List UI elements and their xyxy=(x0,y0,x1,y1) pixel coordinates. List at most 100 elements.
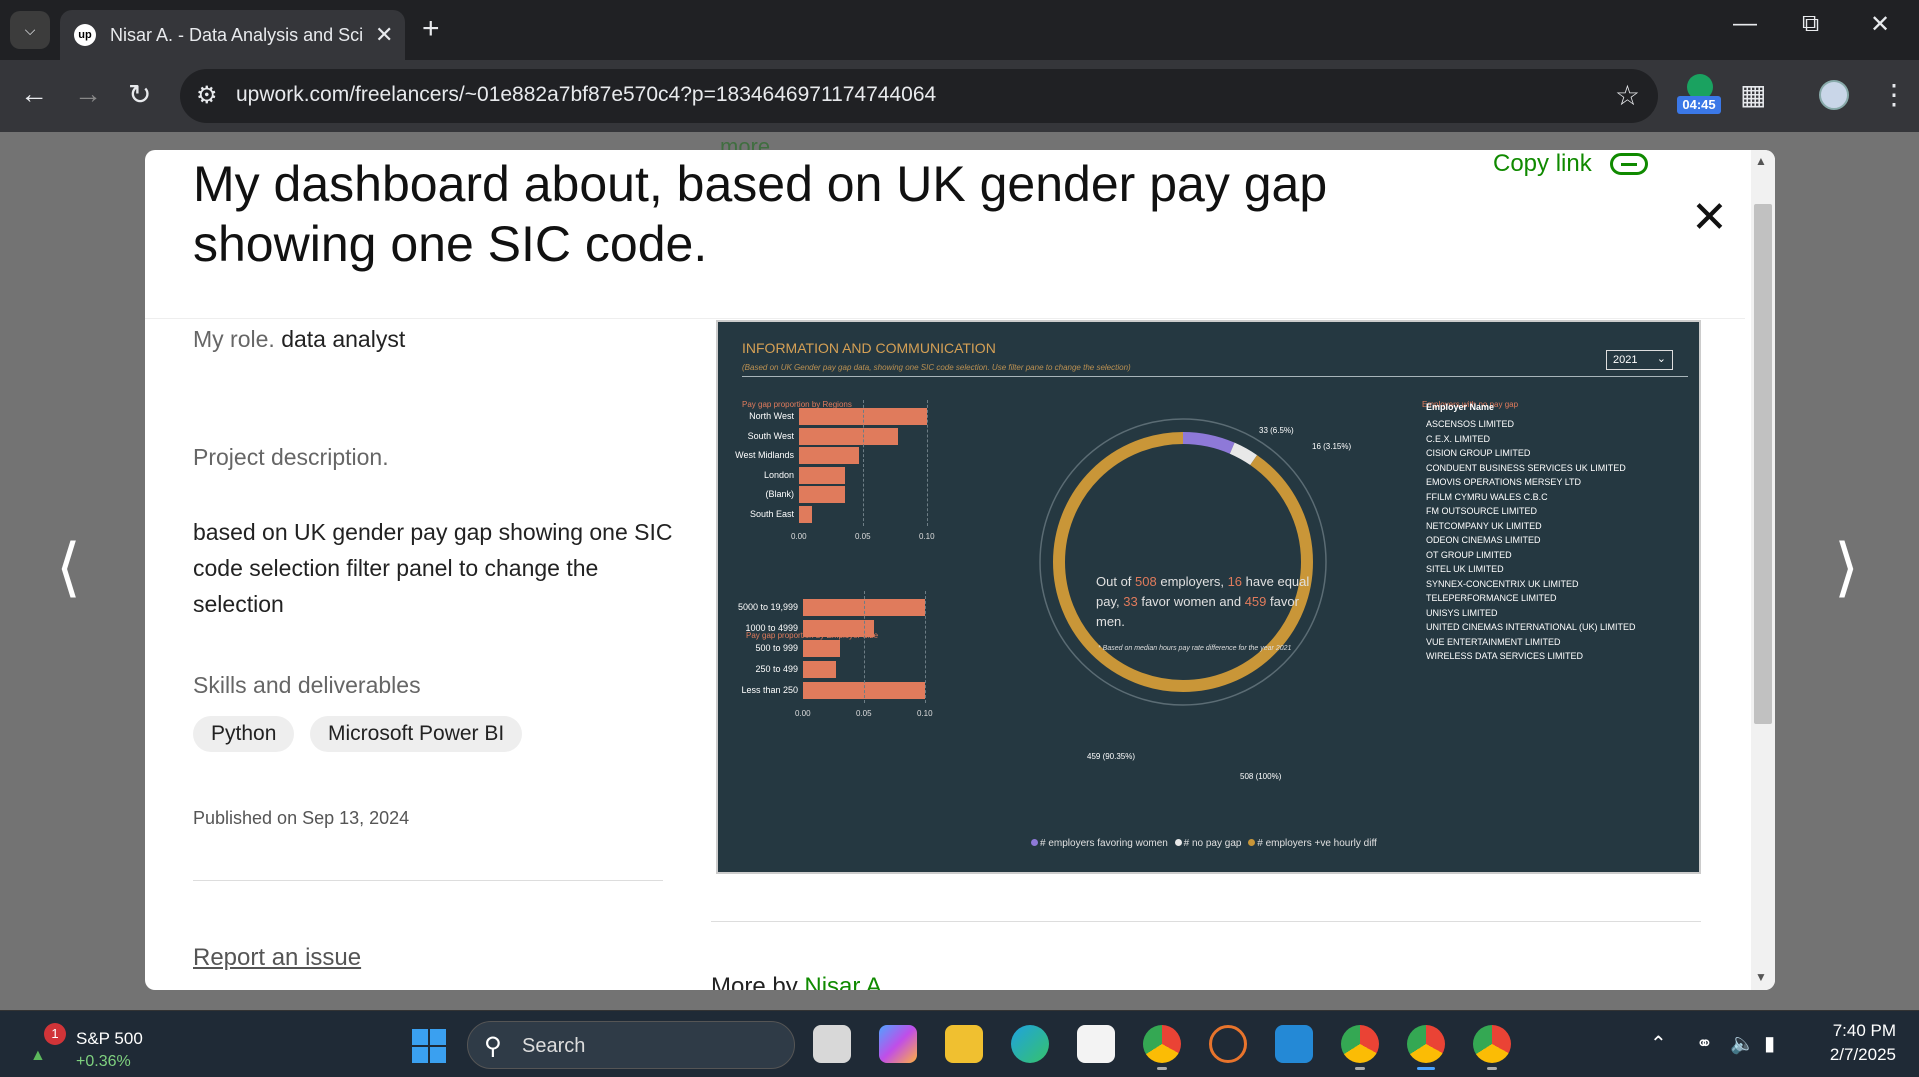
vscode-icon[interactable] xyxy=(1275,1025,1313,1063)
scroll-down-icon[interactable]: ▼ xyxy=(1755,970,1767,984)
role-line: My role. data analyst xyxy=(193,326,405,353)
running-indicator xyxy=(1355,1067,1365,1070)
extensions-puzzle-icon[interactable]: ▦ xyxy=(1740,79,1767,110)
bar-mark xyxy=(799,427,898,445)
chrome-profile-4-icon[interactable] xyxy=(1473,1025,1511,1070)
bar-mark xyxy=(799,447,859,464)
employer-list-item: ODEON CINEMAS LIMITED xyxy=(1426,535,1541,545)
start-tile xyxy=(430,1047,446,1063)
employer-list-item: EMOVIS OPERATIONS MERSEY LTD xyxy=(1426,477,1582,487)
start-windows-icon[interactable] xyxy=(412,1029,446,1063)
stock-chart-icon: ▲ xyxy=(30,1047,46,1064)
edge-browser-icon[interactable] xyxy=(1011,1025,1049,1063)
donut-footnote: * Based on median hours pay rate differe… xyxy=(1098,645,1292,652)
stock-widget[interactable]: ▲ 1 S&P 500 +0.36% xyxy=(28,1019,178,1070)
running-indicator xyxy=(1487,1067,1497,1070)
active-tab[interactable]: up Nisar A. - Data Analysis and Sci ✕ xyxy=(60,10,405,60)
chrome-profile-3-icon[interactable] xyxy=(1407,1025,1445,1070)
bar-category-label: Less than 250 xyxy=(741,684,798,695)
legend-dot xyxy=(1174,839,1182,846)
stock-change: +0.36% xyxy=(76,1053,131,1070)
jupyter-icon[interactable] xyxy=(1209,1025,1247,1063)
employer-list-item: UNISYS LIMITED xyxy=(1426,607,1498,618)
more-by-prefix: More by xyxy=(711,973,798,990)
copilot-icon[interactable] xyxy=(879,1025,917,1063)
employer-list-item: SYNNEX-CONCENTRIX UK LIMITED xyxy=(1426,578,1579,589)
battery-icon[interactable]: ▮ xyxy=(1764,1033,1776,1055)
skill-chip-python[interactable]: Python xyxy=(193,716,295,752)
tab-search-dropdown[interactable]: ⌵ xyxy=(10,11,50,49)
copy-link-button[interactable]: Copy link xyxy=(1493,150,1648,178)
show-hidden-icons-chevron-icon[interactable]: ⌃ xyxy=(1650,1033,1667,1055)
legend-dot xyxy=(1031,839,1038,846)
new-tab-button[interactable]: + xyxy=(422,12,440,45)
legend-label: # employers favoring women xyxy=(1040,838,1168,849)
employer-list-item: SITEL UK LIMITED xyxy=(1426,564,1504,574)
browser-toolbar: ← → ↻ ⚙ upwork.com/freelancers/~01e882a7… xyxy=(0,60,1919,132)
clock-time: 7:40 PM xyxy=(1832,1021,1896,1040)
region-chart-title: Pay gap proportion by Regions xyxy=(742,400,852,409)
previous-project-arrow-icon[interactable]: ⟨ xyxy=(56,531,81,603)
task-view-icon[interactable] xyxy=(813,1025,851,1063)
report-issue-link[interactable]: Report an issue xyxy=(193,944,362,971)
menu-kebab-icon[interactable]: ⋮ xyxy=(1880,79,1908,110)
wifi-icon[interactable]: ⚭ xyxy=(1696,1033,1713,1055)
bar-category-label: North West xyxy=(749,411,794,421)
volume-icon[interactable]: 🔈 xyxy=(1730,1033,1755,1055)
skills-heading: Skills and deliverables xyxy=(193,672,421,698)
next-project-arrow-icon[interactable]: ⟩ xyxy=(1834,531,1859,603)
chevron-down-icon: ⌵ xyxy=(24,21,36,38)
donut-outer-ring xyxy=(1039,418,1327,706)
forward-icon[interactable]: → xyxy=(74,78,102,109)
bookmark-star-icon[interactable]: ☆ xyxy=(1614,80,1640,111)
gridline xyxy=(927,400,928,526)
timer-extension[interactable]: 04:45 xyxy=(1677,74,1721,116)
employers-header: Employer Name xyxy=(1426,402,1495,412)
start-tile xyxy=(412,1029,428,1045)
skill-chip-power-bi[interactable]: Microsoft Power BI xyxy=(310,716,523,752)
legend-label: # no pay gap xyxy=(1183,838,1242,849)
modal-close-icon[interactable]: ✕ xyxy=(1691,193,1728,242)
tab-close-icon[interactable]: ✕ xyxy=(375,22,394,47)
timer-value: 04:45 xyxy=(1677,96,1721,114)
employer-list-item: TELEPERFORMANCE LIMITED xyxy=(1426,593,1557,603)
taskbar-search[interactable]: ⚲ Search xyxy=(467,1021,795,1069)
back-icon[interactable]: ← xyxy=(20,78,48,109)
donut-summary: Out of 508 employers, 16 have equal pay,… xyxy=(1096,572,1316,632)
axis-tick-label: 0.10 xyxy=(917,709,933,718)
modal-scrollbar-thumb[interactable] xyxy=(1754,204,1772,724)
profile-avatar[interactable] xyxy=(1819,80,1849,110)
copy-link-label: Copy link xyxy=(1493,150,1592,177)
chrome-profile-2-icon[interactable] xyxy=(1341,1025,1379,1070)
year-dropdown[interactable]: 2021 ⌄ xyxy=(1606,350,1673,370)
microsoft-store-icon[interactable] xyxy=(1077,1025,1115,1063)
axis-tick-label: 0.05 xyxy=(856,709,872,718)
restore-icon[interactable]: ⧉ xyxy=(1802,10,1820,37)
url-text: upwork.com/freelancers/~01e882a7bf87e570… xyxy=(236,83,937,106)
minimize-icon[interactable]: — xyxy=(1733,10,1757,37)
axis-tick-label: 0.10 xyxy=(919,532,935,541)
employer-list-item: UNITED CINEMAS INTERNATIONAL (UK) LIMITE… xyxy=(1426,622,1636,632)
search-icon: ⚲ xyxy=(484,1033,502,1060)
browser-tab-strip: ⌵ up Nisar A. - Data Analysis and Sci ✕ … xyxy=(0,0,1919,60)
donut-legend: # employers favoring women # no pay gap … xyxy=(1031,838,1377,849)
published-date: Published on Sep 13, 2024 xyxy=(193,808,410,828)
summary-text: have equal pay, xyxy=(1096,574,1310,609)
summary-text: favor women and xyxy=(1141,594,1242,609)
scroll-up-icon[interactable]: ▲ xyxy=(1755,154,1767,168)
site-settings-icon[interactable]: ⚙ xyxy=(196,82,218,109)
freelancer-name-link[interactable]: Nisar A. xyxy=(804,973,889,990)
donut-slice xyxy=(1053,432,1313,692)
bar-category-label: South West xyxy=(747,430,794,441)
project-modal: My dashboard about, based on UK gender p… xyxy=(145,150,1775,990)
chrome-profile-1-icon[interactable] xyxy=(1143,1025,1181,1070)
file-explorer-icon[interactable] xyxy=(945,1025,983,1063)
reload-icon[interactable]: ↻ xyxy=(128,79,152,110)
system-clock[interactable]: 7:40 PM 2/7/2025 xyxy=(1806,1019,1896,1067)
window-close-icon[interactable]: ✕ xyxy=(1870,11,1891,38)
donut-label-women: 33 (6.5%) xyxy=(1259,426,1294,435)
header-divider xyxy=(145,318,1745,319)
bar-mark xyxy=(803,661,836,679)
address-bar[interactable]: ⚙ upwork.com/freelancers/~01e882a7bf87e5… xyxy=(180,69,1658,123)
employer-list-item: WIRELESS DATA SERVICES LIMITED xyxy=(1426,651,1584,661)
